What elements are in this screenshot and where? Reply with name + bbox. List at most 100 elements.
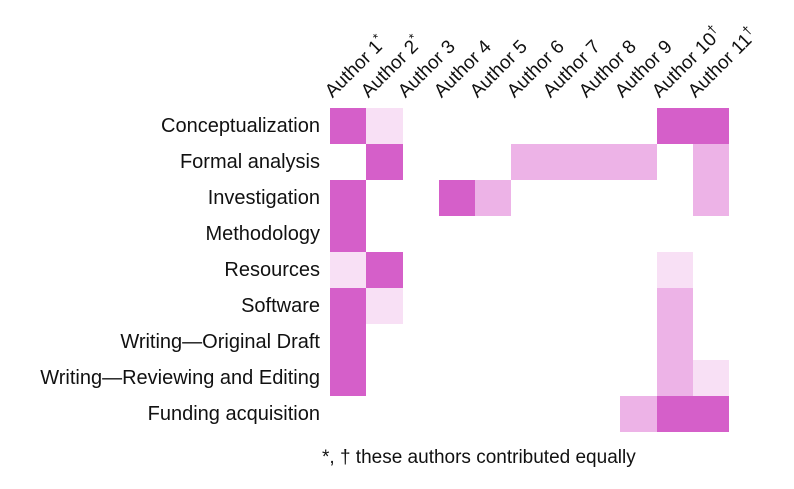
footnote: *, † these authors contributed equally [322, 447, 636, 468]
heatmap-cell [656, 144, 693, 180]
heatmap-cell [438, 324, 476, 360]
heatmap-cell [692, 144, 730, 180]
heatmap-cell [692, 252, 730, 288]
heatmap-cell [475, 360, 512, 396]
row-label: Conceptualization [161, 115, 320, 137]
heatmap-cell [366, 288, 403, 324]
heatmap-cell [475, 252, 512, 288]
heatmap-cell [402, 288, 439, 324]
heatmap-cell [620, 288, 657, 324]
heatmap-cell [366, 108, 403, 144]
heatmap-cell [656, 216, 693, 252]
heatmap-cell [438, 108, 476, 144]
heatmap-cell [547, 252, 585, 288]
heatmap-cell [402, 252, 439, 288]
author-label: Author 9 [611, 36, 678, 102]
heatmap-cell [402, 324, 439, 360]
heatmap-cell [511, 288, 548, 324]
row-label: Formal analysis [179, 151, 320, 173]
heatmap-cell [402, 144, 439, 180]
heatmap-cell [692, 324, 730, 360]
row-label: Resources [224, 259, 320, 281]
heatmap-cell [330, 252, 367, 288]
heatmap-cell [438, 216, 476, 252]
author-label: Author 1* [321, 30, 387, 102]
heatmap-cell [402, 396, 439, 432]
heatmap-cell [438, 360, 476, 396]
heatmap-cell [692, 180, 730, 216]
heatmap-cell [366, 396, 403, 432]
heatmap-cell [366, 252, 403, 288]
heatmap-cell [438, 288, 476, 324]
heatmap-cell [511, 216, 548, 252]
heatmap-cell [547, 288, 585, 324]
heatmap-cell [656, 288, 693, 324]
heatmap-cell [547, 180, 585, 216]
heatmap-cell [402, 216, 439, 252]
heatmap-cell [402, 108, 439, 144]
heatmap-cell [692, 288, 730, 324]
heatmap-cell [330, 144, 367, 180]
heatmap-cell [584, 360, 621, 396]
row-label: Writing—Reviewing and Editing [40, 367, 320, 389]
heatmap-cell [475, 180, 512, 216]
heatmap-cell [584, 216, 621, 252]
author-label: Author 10† [647, 21, 721, 103]
equal-contribution-marker: * [369, 30, 384, 45]
heatmap-cell [656, 180, 693, 216]
heatmap-cell [402, 180, 439, 216]
heatmap-cell [330, 396, 367, 432]
row-label: Funding acquisition [147, 403, 320, 425]
heatmap-cell [366, 144, 403, 180]
heatmap-cell [584, 252, 621, 288]
heatmap-cell [330, 360, 367, 396]
heatmap-cell [584, 288, 621, 324]
heatmap-cell [511, 396, 548, 432]
heatmap-cell [620, 324, 657, 360]
heatmap-cell [547, 216, 585, 252]
heatmap-cell [620, 108, 657, 144]
heatmap-cell [438, 252, 476, 288]
heatmap-cell [692, 108, 730, 144]
heatmap-cell [511, 252, 548, 288]
heatmap-cell [692, 360, 730, 396]
heatmap-cell [620, 252, 657, 288]
heatmap-cell [438, 396, 476, 432]
row-label: Software [241, 295, 320, 317]
heatmap-cell [620, 180, 657, 216]
author-label: Author 4 [430, 36, 496, 102]
author-label: Author 5 [466, 36, 532, 102]
heatmap-cell [511, 144, 548, 180]
heatmap-cell [511, 108, 548, 144]
heatmap-cell [547, 324, 585, 360]
author-label: Author 11† [684, 22, 757, 103]
heatmap-cell [692, 396, 730, 432]
heatmap-cell [330, 216, 367, 252]
heatmap-cell [620, 396, 657, 432]
heatmap-cell [656, 396, 693, 432]
heatmap-cell [547, 360, 585, 396]
heatmap-cell [547, 396, 585, 432]
heatmap-cell [438, 180, 476, 216]
author-label: Author 2* [357, 30, 424, 102]
heatmap-cell [366, 360, 403, 396]
heatmap-cell [620, 360, 657, 396]
heatmap-cell [511, 324, 548, 360]
heatmap-cell [620, 216, 657, 252]
heatmap-cell [330, 324, 367, 360]
heatmap-cell [584, 324, 621, 360]
heatmap-grid [330, 108, 730, 432]
heatmap-cell [584, 180, 621, 216]
heatmap-cell [330, 288, 367, 324]
heatmap-cell [584, 144, 621, 180]
heatmap-cell [547, 144, 585, 180]
heatmap-cell [475, 216, 512, 252]
heatmap-cell [366, 324, 403, 360]
row-label: Investigation [207, 187, 320, 209]
author-label: Author 3 [393, 36, 460, 102]
heatmap-cell [402, 360, 439, 396]
row-label: Methodology [205, 223, 320, 245]
heatmap-cell [656, 108, 693, 144]
heatmap-cell [547, 108, 585, 144]
